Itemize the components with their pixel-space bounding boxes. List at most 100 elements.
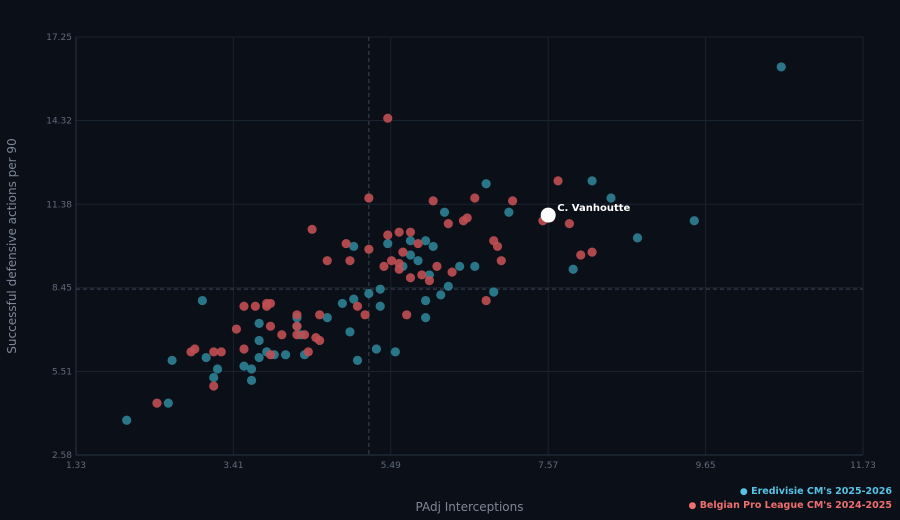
data-point-belgian	[398, 247, 408, 257]
data-point-belgian	[239, 344, 249, 354]
x-tick-label: 1.33	[66, 461, 86, 471]
data-point-belgian	[277, 330, 287, 340]
data-point-eredivisie	[254, 335, 264, 346]
data-point-belgian	[470, 193, 480, 203]
legend-marker-belgian: ●	[688, 501, 697, 511]
x-tick-label: 3.41	[223, 461, 243, 471]
data-point-eredivisie	[421, 295, 431, 306]
data-point-eredivisie	[632, 233, 643, 243]
data-point-belgian	[209, 381, 219, 391]
data-point-eredivisie	[481, 179, 491, 189]
legend-entry-belgian: ● Belgian Pro League CM's 2024-2025	[689, 499, 892, 513]
data-point-eredivisie	[197, 295, 207, 306]
data-point-belgian	[152, 398, 162, 408]
data-point-belgian	[489, 236, 499, 246]
data-point-eredivisie	[375, 301, 385, 311]
data-point-belgian	[364, 244, 374, 254]
data-point-eredivisie	[246, 364, 257, 374]
data-point-eredivisie	[470, 261, 480, 271]
data-point-belgian	[508, 196, 518, 206]
legend-label-eredivisie: Eredivisie CM's 2025-2026	[751, 486, 892, 497]
data-point-eredivisie	[443, 281, 453, 291]
data-point-belgian	[315, 335, 325, 346]
data-point-eredivisie	[455, 261, 465, 271]
y-tick-label: 5.51	[52, 368, 72, 378]
data-point-belgian	[447, 267, 457, 277]
data-point-belgian	[250, 301, 260, 311]
x-tick-label: 7.57	[538, 461, 558, 471]
data-point-eredivisie	[352, 355, 363, 366]
data-point-eredivisie	[163, 398, 173, 408]
data-point-belgian	[303, 347, 313, 357]
data-point-belgian	[383, 113, 393, 123]
data-point-belgian	[394, 258, 404, 269]
data-point-eredivisie	[413, 256, 423, 266]
data-point-belgian	[292, 330, 302, 340]
data-point-belgian	[209, 347, 219, 357]
x-tick-label: 9.65	[696, 461, 716, 471]
x-tick-label: 11.73	[850, 461, 876, 471]
data-point-eredivisie	[383, 238, 393, 249]
data-point-belgian	[341, 238, 351, 249]
data-point-belgian	[231, 324, 242, 334]
data-point-belgian	[292, 321, 302, 331]
data-point-belgian	[364, 193, 374, 203]
data-point-belgian	[587, 247, 597, 257]
data-point-belgian	[496, 256, 506, 266]
data-point-belgian	[322, 256, 332, 266]
data-point-belgian	[417, 270, 427, 280]
data-point-eredivisie	[364, 288, 374, 299]
y-tick-label: 2.58	[52, 451, 72, 461]
highlight-label: C. Vanhoutte	[557, 203, 630, 214]
data-point-belgian	[564, 219, 574, 229]
data-point-belgian	[443, 219, 453, 229]
data-point-belgian	[379, 261, 389, 271]
y-axis-title: Successful defensive actions per 90	[5, 138, 19, 353]
data-point-belgian	[432, 261, 442, 271]
data-point-belgian	[402, 310, 412, 320]
data-point-eredivisie	[209, 372, 219, 383]
data-point-belgian	[265, 350, 276, 360]
data-point-belgian	[186, 347, 196, 357]
data-point-eredivisie	[421, 313, 431, 323]
data-point-eredivisie	[436, 290, 446, 300]
data-point-eredivisie	[167, 355, 177, 366]
y-tick-label: 8.45	[52, 284, 72, 294]
legend-entry-eredivisie: ● Eredivisie CM's 2025-2026	[689, 485, 892, 499]
data-point-belgian	[360, 310, 370, 320]
data-point-belgian	[315, 310, 325, 320]
data-point-belgian	[481, 295, 491, 306]
data-point-eredivisie	[439, 207, 450, 217]
data-point-belgian	[394, 227, 404, 237]
data-point-belgian	[299, 330, 310, 340]
data-point-belgian	[383, 230, 393, 240]
data-point-eredivisie	[405, 236, 416, 246]
data-point-eredivisie	[428, 241, 438, 252]
x-axis-title: PAdj Interceptions	[416, 500, 524, 514]
data-point-belgian	[345, 256, 355, 266]
data-point-belgian	[262, 298, 272, 309]
data-point-belgian	[239, 301, 249, 311]
legend: ● Eredivisie CM's 2025-2026 ● Belgian Pr…	[689, 485, 892, 513]
legend-marker-eredivisie: ●	[739, 487, 748, 497]
data-point-belgian	[265, 321, 276, 331]
data-point-belgian	[386, 256, 397, 266]
data-point-eredivisie	[504, 207, 514, 217]
data-point-belgian	[405, 227, 416, 237]
data-point-eredivisie	[405, 250, 416, 260]
legend-label-belgian: Belgian Pro League CM's 2024-2025	[699, 500, 892, 511]
data-point-belgian	[462, 213, 472, 223]
data-point-belgian	[413, 238, 423, 249]
data-point-eredivisie	[689, 216, 699, 226]
data-point-eredivisie	[122, 415, 132, 425]
data-point-eredivisie	[254, 352, 264, 363]
data-point-eredivisie	[606, 193, 616, 203]
data-point-eredivisie	[254, 318, 264, 328]
data-point-eredivisie	[421, 236, 431, 246]
data-point-eredivisie	[587, 176, 597, 186]
highlight-point	[540, 207, 556, 223]
data-point-eredivisie	[322, 313, 332, 323]
y-tick-label: 11.38	[46, 200, 72, 210]
y-tick-label: 17.25	[46, 33, 72, 43]
